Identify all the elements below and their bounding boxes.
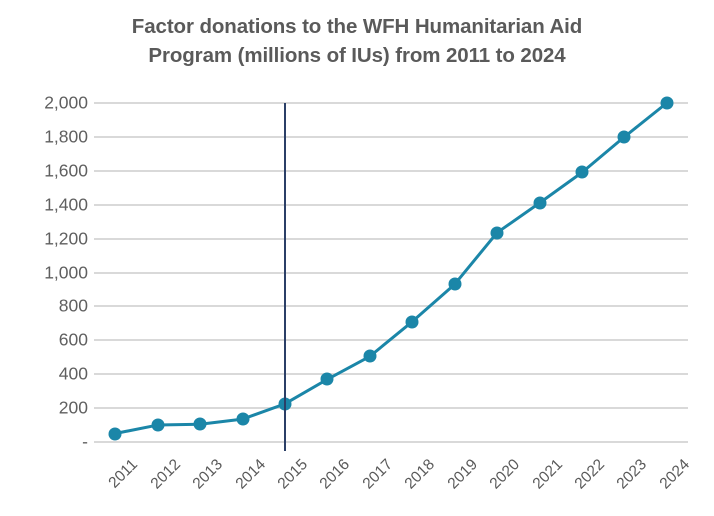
chart-title: Factor donations to the WFH Humanitarian… — [40, 12, 674, 70]
data-point-marker[interactable] — [660, 96, 674, 110]
gridline — [94, 407, 688, 410]
y-axis-tick-label: 1,400 — [44, 194, 88, 215]
data-point-marker[interactable] — [363, 349, 377, 363]
gridline — [94, 169, 688, 172]
x-axis-tick-label: 2017 — [359, 456, 396, 493]
gridline — [94, 135, 688, 138]
y-axis-tick-label: 1,600 — [44, 160, 88, 181]
data-point-marker[interactable] — [575, 165, 589, 179]
x-axis-tick-label: 2024 — [656, 456, 693, 493]
gridline — [94, 441, 688, 443]
x-axis-tick-label: 2018 — [401, 456, 439, 493]
reference-line-2015 — [283, 103, 287, 451]
x-axis-tick-label: 2021 — [529, 456, 566, 493]
plot-area — [94, 96, 688, 451]
data-point-marker[interactable] — [617, 130, 631, 144]
x-axis-tick-label: 2023 — [613, 456, 651, 493]
data-point-marker[interactable] — [405, 315, 419, 329]
gridline — [94, 271, 688, 274]
x-axis-tick-label: 2011 — [105, 456, 142, 492]
x-axis-tick-label: 2012 — [147, 456, 184, 493]
x-axis-tick-label: 2019 — [444, 456, 481, 493]
gridline — [94, 373, 688, 376]
y-axis-tick-label: 1,000 — [44, 262, 88, 282]
x-axis-tick-label: 2016 — [316, 456, 354, 493]
x-axis: 2011 2012 2013 2014 2015 2016 2017 2018 2019 2020… — [0, 452, 714, 514]
x-axis-tick-label: 2015 — [274, 456, 311, 493]
x-axis-tick-label: 2022 — [571, 456, 608, 493]
data-point-marker[interactable] — [151, 418, 165, 432]
chart-title-line-2: Program (millions of IUs) from 2011 to 2… — [148, 44, 566, 68]
data-point-marker[interactable] — [108, 427, 122, 441]
x-axis-tick-label: 2013 — [189, 456, 227, 493]
data-point-marker[interactable] — [490, 226, 504, 240]
y-axis-tick-label: 1,200 — [44, 228, 88, 249]
x-axis-tick-label: 2020 — [486, 456, 524, 493]
series-polyline — [113, 101, 669, 436]
y-axis-tick-label: 800 — [58, 295, 88, 316]
data-point-marker[interactable] — [236, 412, 249, 426]
gridline — [94, 305, 688, 308]
y-axis-tick-label: 2,000 — [44, 92, 88, 113]
y-axis: 2,000 1,800 1,600 1,400 1,200 1,000 800 600 400 2… — [0, 93, 88, 452]
y-axis-tick-label: 600 — [58, 329, 88, 350]
y-axis-tick-label: - — [82, 431, 88, 452]
x-axis-tick-label: 2014 — [232, 456, 269, 493]
data-point-marker[interactable] — [193, 417, 207, 431]
y-axis-tick-label: 200 — [58, 397, 88, 418]
y-axis-tick-label: 1,800 — [44, 126, 88, 147]
chart-title-line-1: Factor donations to the WFH Humanitarian… — [131, 15, 583, 38]
series-line — [113, 101, 669, 436]
gridline — [94, 102, 688, 104]
data-point-marker[interactable] — [448, 277, 462, 291]
data-point-marker[interactable] — [533, 196, 546, 210]
y-axis-tick-label: 400 — [58, 363, 88, 384]
data-point-marker[interactable] — [320, 372, 334, 386]
gridline — [94, 237, 688, 240]
gridline — [94, 203, 688, 206]
